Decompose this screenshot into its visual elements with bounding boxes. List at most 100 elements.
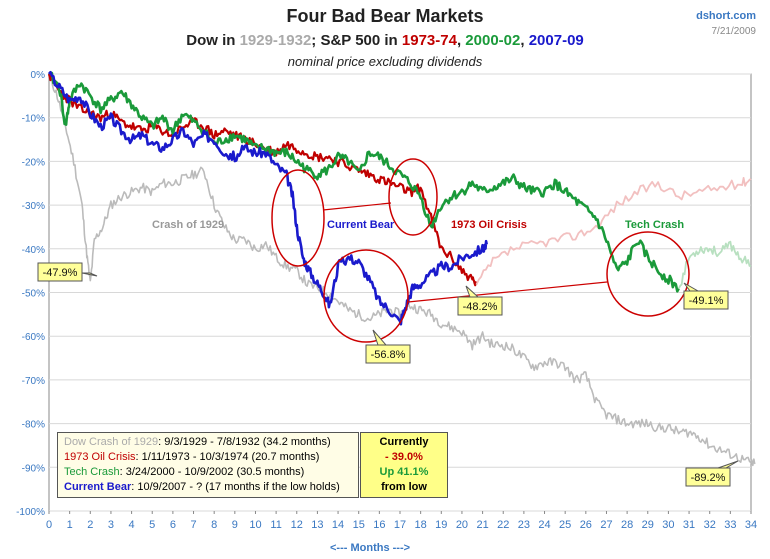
subtitle-part-7: , <box>520 32 529 49</box>
connector-line <box>322 202 392 211</box>
callout-box <box>457 296 503 316</box>
x-tick-label: 21 <box>476 519 488 531</box>
currently-down: - 39.0% <box>385 451 423 463</box>
x-tick-label: 23 <box>518 519 530 531</box>
currently-up: Up 41.1% <box>379 466 429 478</box>
x-tick-label: 31 <box>683 519 695 531</box>
x-tick-label: 9 <box>232 519 238 531</box>
legend-name-1973: 1973 Oil Crisis <box>64 451 136 463</box>
x-tick-label: 29 <box>642 519 654 531</box>
x-tick-label: 33 <box>724 519 736 531</box>
highlight-circle <box>388 158 438 236</box>
series-line-tech-crash <box>48 71 680 293</box>
y-tick-label: -80% <box>22 420 45 431</box>
y-tick-label: -30% <box>22 201 45 212</box>
x-tick-label: 3 <box>108 519 114 531</box>
x-tick-label: 5 <box>149 519 155 531</box>
highlight-circle <box>271 169 325 267</box>
callout-box <box>685 467 731 487</box>
callout-label: -48.2% <box>463 301 498 313</box>
x-tick-label: 15 <box>353 519 365 531</box>
x-tick-label: 2 <box>87 519 93 531</box>
legend-text-1929: : 9/3/1929 - 7/8/1932 (34.2 months) <box>158 436 331 448</box>
subtitle-part-1973: 1973-74 <box>401 32 457 49</box>
x-tick-label: 20 <box>456 519 468 531</box>
y-tick-label: -10% <box>22 114 45 125</box>
currently-box: Currently - 39.0% Up 41.1% from low <box>360 432 448 498</box>
x-tick-label: 17 <box>394 519 406 531</box>
y-tick-label: -40% <box>22 245 45 256</box>
y-tick-label: -70% <box>22 376 45 387</box>
legend-name-1929: Dow Crash of 1929 <box>64 436 159 448</box>
series-annotation: Current Bear <box>327 219 395 231</box>
x-tick-label: 10 <box>249 519 261 531</box>
callout-box <box>37 262 83 282</box>
series-line-oil-crisis-recovery <box>475 176 752 285</box>
callout-label: -56.8% <box>371 349 406 361</box>
callout-label: -49.1% <box>689 295 724 307</box>
x-axis-label: <--- Months ---> <box>330 542 411 554</box>
legend-row-1929: Dow Crash of 1929: 9/3/1929 - 7/8/1932 (… <box>64 436 331 448</box>
x-tick-label: 7 <box>190 519 196 531</box>
x-tick-label: 16 <box>373 519 385 531</box>
callout-box <box>365 344 411 364</box>
subtitle-part-1: Dow in <box>186 32 240 49</box>
x-tick-label: 13 <box>311 519 323 531</box>
legend-text-current: : 10/9/2007 - ? (17 months if the low ho… <box>131 481 340 493</box>
subtitle-part-2000: 2000-02 <box>465 32 521 49</box>
y-tick-label: -60% <box>22 332 45 343</box>
highlight-circle <box>323 249 409 343</box>
x-tick-label: 1 <box>67 519 73 531</box>
x-tick-label: 0 <box>46 519 52 531</box>
currently-from: from low <box>381 481 427 493</box>
x-tick-label: 27 <box>600 519 612 531</box>
x-tick-label: 34 <box>745 519 757 531</box>
x-tick-label: 30 <box>662 519 674 531</box>
series-annotation: Tech Crash <box>625 219 684 231</box>
x-tick-label: 8 <box>211 519 217 531</box>
legend-name-tech: Tech Crash <box>64 466 120 478</box>
x-tick-label: 18 <box>415 519 427 531</box>
y-tick-label: -20% <box>22 157 45 168</box>
x-tick-label: 22 <box>497 519 509 531</box>
subtitle-part-2007: 2007-09 <box>528 32 584 49</box>
source-label: dshort.com <box>696 10 756 22</box>
series-line-current-bear <box>48 70 488 326</box>
highlight-circle <box>606 231 690 317</box>
x-tick-label: 19 <box>435 519 447 531</box>
currently-label: Currently <box>379 436 429 448</box>
x-tick-label: 6 <box>170 519 176 531</box>
chart-subtitle: Dow in 1929-1932; S&P 500 in 1973-74, 20… <box>0 32 770 49</box>
x-tick-label: 12 <box>291 519 303 531</box>
x-tick-label: 11 <box>270 519 281 531</box>
y-tick-label: 0% <box>31 70 46 81</box>
x-tick-label: 14 <box>332 519 344 531</box>
legend-row-tech: Tech Crash: 3/24/2000 - 10/9/2002 (30.5 … <box>64 466 304 478</box>
x-tick-label: 28 <box>621 519 633 531</box>
callout-label: -47.9% <box>43 267 78 279</box>
legend-row-1973: 1973 Oil Crisis: 1/11/1973 - 10/3/1974 (… <box>64 451 319 463</box>
y-tick-label: -50% <box>22 289 45 300</box>
callout-box <box>683 290 729 310</box>
subtitle-part-3: ; S&P 500 in <box>311 32 402 49</box>
chart-title: Four Bad Bear Markets <box>286 6 484 26</box>
x-tick-label: 24 <box>538 519 550 531</box>
x-tick-label: 26 <box>580 519 592 531</box>
subtitle-part-1929: 1929-1932 <box>239 32 312 49</box>
callout-label: -89.2% <box>691 472 726 484</box>
subtitle-part-5: , <box>456 32 466 49</box>
x-tick-label: 32 <box>704 519 716 531</box>
legend-text-tech: : 3/24/2000 - 10/9/2002 (30.5 months) <box>119 466 305 478</box>
x-tick-label: 4 <box>129 519 135 531</box>
series-line-crash-of-1929 <box>48 73 756 467</box>
series-annotation: Crash of 1929 <box>152 219 224 231</box>
legend-box: Dow Crash of 1929: 9/3/1929 - 7/8/1932 (… <box>57 432 359 498</box>
connector-line <box>407 281 608 303</box>
chart-subtitle-2: nominal price excluding dividends <box>287 54 483 69</box>
legend-text-1973: : 1/11/1973 - 10/3/1974 (20.7 months) <box>135 451 320 463</box>
series-annotation: 1973 Oil Crisis <box>451 219 527 231</box>
date-label: 7/21/2009 <box>711 26 757 37</box>
x-tick-label: 25 <box>559 519 571 531</box>
